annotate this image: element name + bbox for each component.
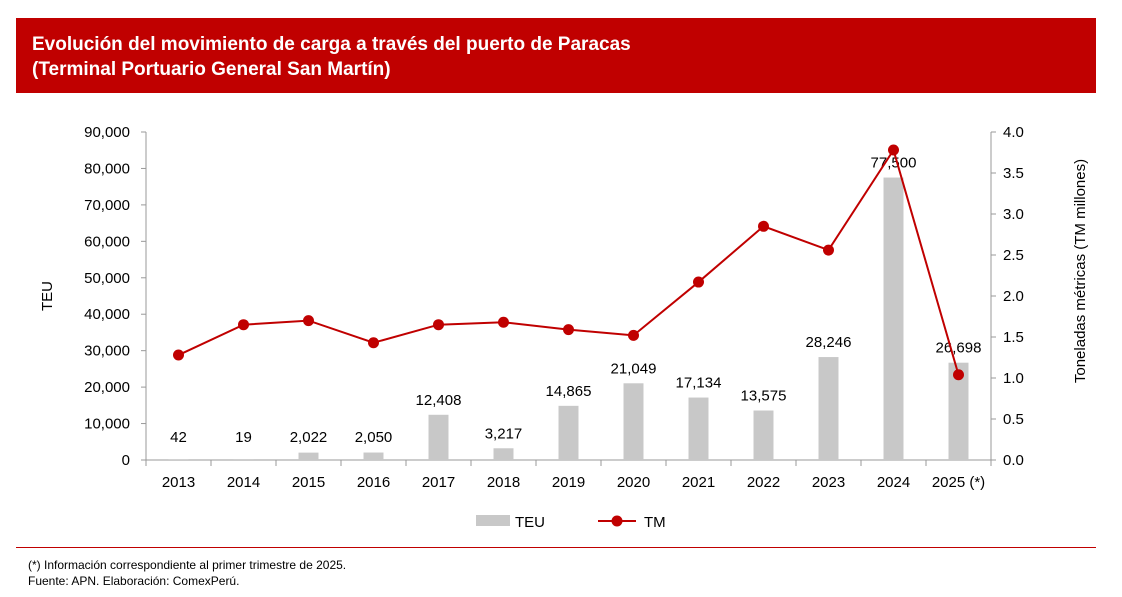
y2-tick-label: 4.0 bbox=[1003, 124, 1024, 141]
tm-point bbox=[823, 244, 834, 256]
x-tick-label: 2015 bbox=[292, 474, 325, 491]
teu-data-label: 26,698 bbox=[936, 340, 982, 357]
y-tick-label: 10,000 bbox=[84, 416, 130, 433]
tm-point bbox=[173, 349, 184, 361]
y-tick-label: 0 bbox=[122, 452, 130, 469]
y2-tick-label: 3.0 bbox=[1003, 206, 1024, 223]
teu-bar bbox=[753, 410, 774, 460]
y2-tick-label: 0.5 bbox=[1003, 411, 1024, 428]
x-tick-label: 2020 bbox=[617, 474, 650, 491]
y-tick-label: 40,000 bbox=[84, 306, 130, 323]
tm-point bbox=[693, 276, 704, 288]
y-tick-label: 80,000 bbox=[84, 160, 130, 177]
teu-data-label: 12,408 bbox=[416, 392, 462, 409]
x-tick-label: 2017 bbox=[422, 474, 455, 491]
y2-tick-label: 2.0 bbox=[1003, 288, 1024, 305]
y-tick-label: 70,000 bbox=[84, 197, 130, 214]
y2-tick-label: 1.0 bbox=[1003, 370, 1024, 387]
x-tick-label: 2019 bbox=[552, 474, 585, 491]
tm-point bbox=[953, 369, 964, 381]
teu-bar bbox=[558, 405, 579, 460]
legend-tm-marker bbox=[611, 515, 623, 527]
legend-teu-label: TEU bbox=[515, 514, 545, 531]
chart-title-banner: Evolución del movimiento de carga a trav… bbox=[16, 18, 1096, 93]
x-tick-label: 2022 bbox=[747, 474, 780, 491]
footnote: (*) Información correspondiente al prime… bbox=[28, 558, 347, 572]
y-tick-label: 30,000 bbox=[84, 343, 130, 360]
y-tick-label: 90,000 bbox=[84, 124, 130, 141]
teu-bar bbox=[428, 414, 449, 460]
y2-tick-label: 3.5 bbox=[1003, 165, 1024, 182]
teu-data-label: 42 bbox=[170, 429, 187, 446]
teu-data-label: 14,865 bbox=[546, 383, 592, 400]
x-tick-label: 2023 bbox=[812, 474, 845, 491]
teu-data-label: 13,575 bbox=[741, 388, 787, 405]
x-tick-label: 2018 bbox=[487, 474, 520, 491]
tm-point bbox=[628, 329, 639, 341]
teu-data-label: 3,217 bbox=[485, 425, 523, 442]
x-tick-label: 2014 bbox=[227, 474, 260, 491]
teu-data-label: 19 bbox=[235, 429, 252, 446]
teu-bar bbox=[818, 357, 839, 460]
footer: (*) Información correspondiente al prime… bbox=[28, 557, 346, 589]
teu-data-label: 28,246 bbox=[806, 334, 852, 351]
teu-bar bbox=[688, 397, 709, 460]
y-tick-label: 50,000 bbox=[84, 270, 130, 287]
y2-tick-label: 1.5 bbox=[1003, 329, 1024, 346]
teu-bar bbox=[493, 448, 514, 460]
chart-subtitle: (Terminal Portuario General San Martín) bbox=[32, 59, 391, 80]
tm-point bbox=[498, 316, 509, 328]
y2-tick-label: 2.5 bbox=[1003, 247, 1024, 264]
y-tick-label: 60,000 bbox=[84, 233, 130, 250]
legend-tm-label: TM bbox=[644, 514, 666, 531]
x-tick-label: 2024 bbox=[877, 474, 910, 491]
tm-point bbox=[563, 324, 574, 336]
footer-divider bbox=[16, 547, 1096, 548]
x-tick-label: 2025 (*) bbox=[932, 474, 985, 491]
teu-bar bbox=[298, 452, 319, 460]
y-tick-label: 20,000 bbox=[84, 379, 130, 396]
source: Fuente: APN. Elaboración: ComexPerú. bbox=[28, 574, 240, 588]
x-tick-label: 2013 bbox=[162, 474, 195, 491]
legend-teu-swatch bbox=[476, 515, 510, 526]
tm-point bbox=[238, 319, 249, 331]
tm-point bbox=[303, 315, 314, 327]
y2-tick-label: 0.0 bbox=[1003, 452, 1024, 469]
y2-axis-title: Toneladas métricas (TM millones) bbox=[1072, 159, 1089, 383]
teu-bar bbox=[883, 177, 904, 461]
teu-data-label: 77,500 bbox=[871, 155, 917, 172]
teu-data-label: 2,050 bbox=[355, 429, 393, 446]
teu-bar bbox=[363, 452, 384, 460]
tm-point bbox=[368, 337, 379, 349]
tm-point bbox=[888, 144, 899, 156]
teu-bar bbox=[948, 362, 969, 460]
x-tick-label: 2016 bbox=[357, 474, 390, 491]
teu-data-label: 17,134 bbox=[676, 375, 722, 392]
tm-point bbox=[758, 220, 769, 232]
x-tick-label: 2021 bbox=[682, 474, 715, 491]
tm-point bbox=[433, 319, 444, 331]
y-axis-title: TEU bbox=[39, 281, 56, 311]
chart-title: Evolución del movimiento de carga a trav… bbox=[32, 34, 631, 55]
teu-data-label: 21,049 bbox=[611, 360, 657, 377]
teu-data-label: 2,022 bbox=[290, 429, 328, 446]
teu-bar bbox=[623, 383, 644, 460]
